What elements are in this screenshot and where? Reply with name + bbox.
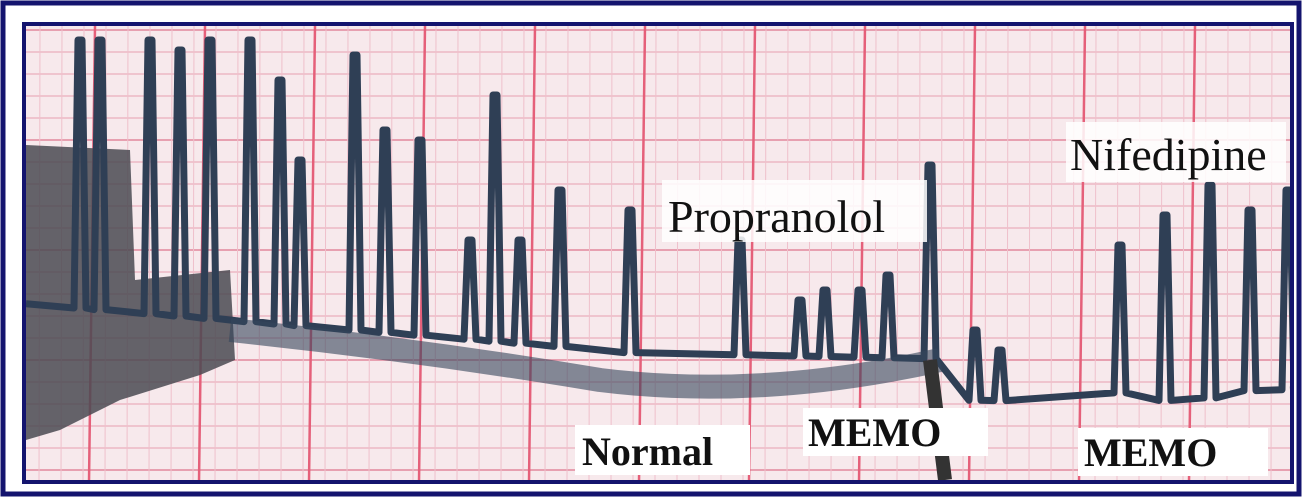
figure: Propranolol Nifedipine Normal MEMO MEMO (0, 0, 1302, 497)
condition-label: MEMO (1084, 430, 1217, 475)
drug-label: Propranolol (668, 191, 885, 242)
page: Propranolol Nifedipine Normal MEMO MEMO … (0, 0, 1302, 497)
condition-label: MEMO (808, 410, 941, 455)
condition-label: Normal (582, 429, 713, 474)
drug-label: Nifedipine (1070, 129, 1267, 180)
